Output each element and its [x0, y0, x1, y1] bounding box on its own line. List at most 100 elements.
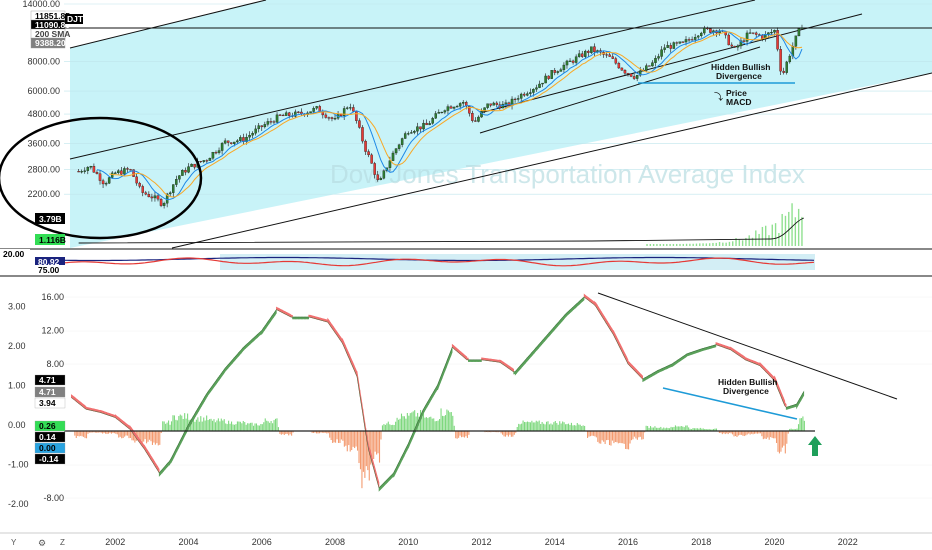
candle-body [489, 103, 492, 106]
macd-pane[interactable]: Hidden Bullish Divergence 3.00 2.00 1.00 0.… [8, 292, 932, 509]
candle-body [593, 46, 596, 53]
histogram-bar [121, 431, 123, 439]
histogram-bar [170, 421, 173, 431]
histogram-bar [184, 413, 186, 431]
macd-left-axis[interactable]: 3.00 2.00 1.00 0.00 -1.00 -2.00 [8, 302, 29, 510]
outer-channel-top-line [69, 0, 267, 49]
volume-bar [679, 243, 681, 246]
macd-tag-label: 4.71 [39, 375, 56, 385]
scale-y-button[interactable]: Y [11, 538, 17, 547]
histogram-bar [756, 431, 759, 434]
histogram-bar [465, 431, 467, 437]
candle-body [358, 120, 361, 128]
time-tick-label: 2020 [764, 537, 784, 547]
histogram-bar [362, 431, 364, 472]
time-tick-label: 2010 [398, 537, 418, 547]
histogram-bar [589, 431, 592, 437]
candle-body [251, 133, 254, 136]
histogram-bar [655, 427, 657, 431]
macd-left-tick-label: 2.00 [8, 341, 26, 351]
histogram-bar [255, 423, 258, 431]
macd-tag [34, 386, 66, 398]
histogram-bar [91, 431, 93, 433]
histogram-bar [500, 431, 502, 434]
histogram-bar [336, 431, 338, 440]
histogram-bar [197, 417, 199, 431]
histogram-bar [409, 413, 411, 431]
histogram-bar [182, 418, 184, 431]
histogram-bar [424, 417, 426, 431]
volume-bar [675, 243, 678, 246]
histogram-bar [635, 431, 637, 439]
histogram-bar [206, 415, 208, 431]
histogram-bar [641, 431, 643, 440]
histogram-bar [280, 431, 282, 435]
histogram-bar [378, 431, 381, 463]
candle-body [214, 152, 218, 154]
candle-body [162, 203, 166, 206]
candle-body [669, 45, 672, 49]
histogram-bar [748, 431, 750, 434]
candle-body [461, 102, 465, 104]
histogram-bar [559, 421, 561, 431]
candle-body [370, 154, 373, 164]
histogram-bar [204, 420, 206, 431]
candle-body [477, 116, 480, 122]
histogram-bar [97, 431, 99, 433]
volume-bar [705, 243, 708, 246]
settings-gear-icon[interactable]: ⚙ [38, 539, 46, 549]
histogram-bar [649, 426, 652, 431]
volume-bar [768, 235, 770, 246]
histogram-bar [105, 431, 107, 434]
histogram-bar [518, 423, 520, 431]
volume-bars [78, 203, 804, 246]
histogram-bar [422, 410, 425, 431]
candle-body [562, 64, 566, 70]
histogram-bar [707, 429, 709, 431]
histogram-bar [400, 413, 403, 431]
histogram-bar [743, 431, 745, 437]
candle-body [471, 113, 474, 121]
price-axis[interactable]: 14000.00 8000.00 6000.00 4800.00 3600.00 2800… [22, 0, 60, 199]
candle-body [168, 192, 172, 195]
candle-body [483, 107, 486, 112]
time-axis[interactable]: 2002 2004 2006 2008 2010 2012 2014 2016 2018 2020… [0, 532, 932, 549]
histogram-bar [337, 431, 340, 443]
histogram-bar [231, 421, 233, 431]
candle-body [126, 168, 129, 170]
histogram-bar [503, 431, 505, 437]
macd-right-tick-label: -8.00 [43, 493, 64, 503]
histogram-bar [544, 424, 546, 431]
histogram-bar [376, 431, 378, 455]
histogram-bar [734, 431, 737, 437]
histogram-bar [524, 421, 526, 431]
candle-body [92, 166, 96, 173]
histogram-bar [566, 424, 568, 431]
histogram-bar [219, 421, 221, 431]
candle-body [95, 172, 99, 174]
candle-body [587, 50, 590, 53]
candle-body [788, 55, 792, 63]
histogram-bar [673, 426, 675, 431]
histogram-bar [214, 422, 216, 431]
candle-body [223, 140, 227, 144]
candle-body [114, 172, 117, 174]
volume-bar [695, 243, 698, 246]
candle-body [242, 137, 245, 142]
candle-body [211, 152, 215, 159]
volume-bar [748, 235, 750, 246]
histogram-bar [244, 422, 246, 431]
histogram-bar [600, 431, 602, 444]
histogram-bar [90, 431, 92, 433]
histogram-bar [636, 431, 638, 440]
histogram-bar [318, 431, 321, 434]
candle-body [452, 106, 456, 109]
histogram-bar [264, 418, 266, 431]
scale-z-button[interactable]: Z [60, 538, 65, 547]
histogram-bar [692, 428, 694, 431]
histogram-bar [129, 431, 132, 438]
histogram-bar [154, 431, 156, 445]
price-pane[interactable]: Dow Jones Transportation Average Index H… [0, 0, 932, 249]
